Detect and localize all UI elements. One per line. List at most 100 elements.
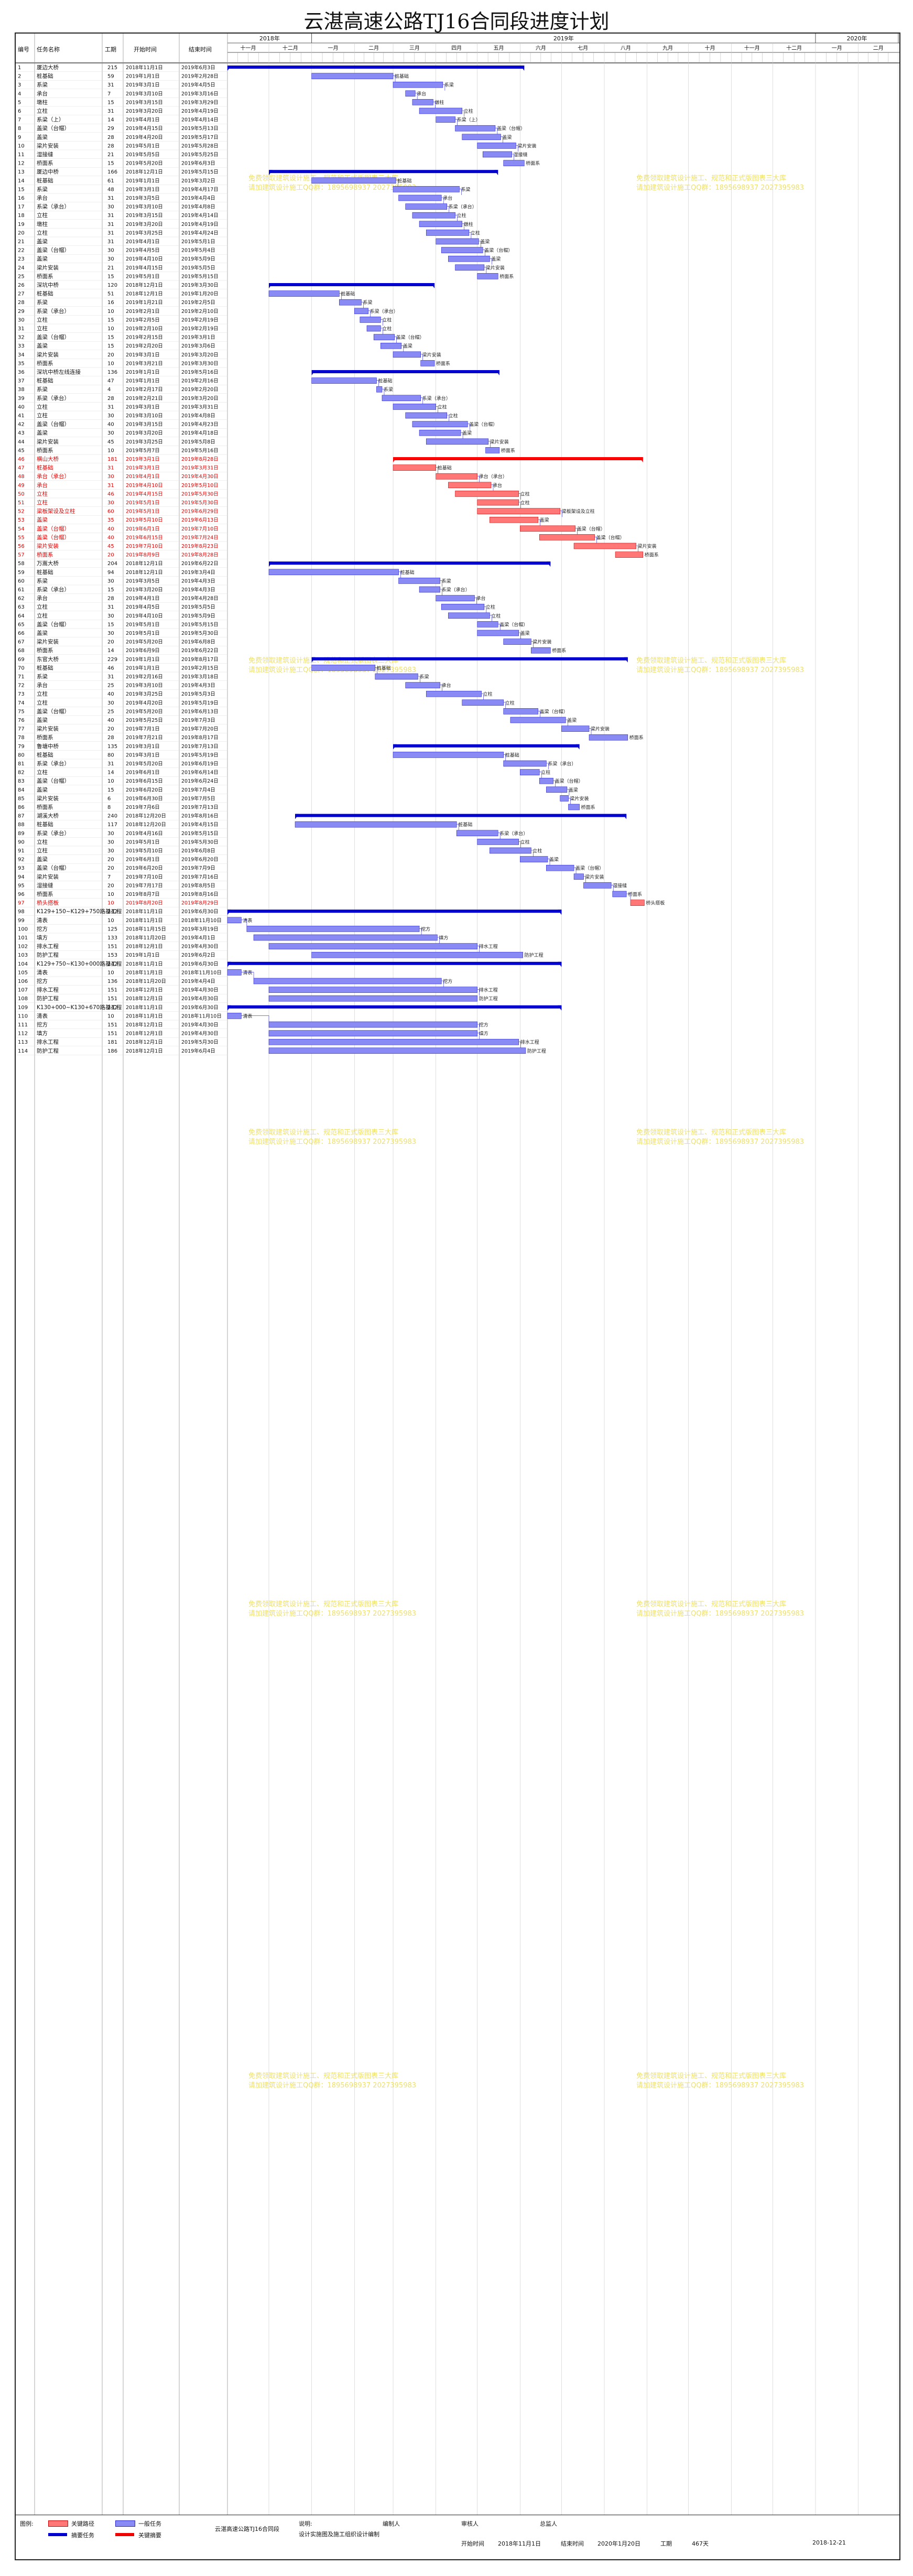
task-id: 89 [18,831,25,837]
summary-bar-start-cap [227,910,231,915]
task-bar [375,673,418,680]
summary-bar-end-cap [623,814,627,819]
task-start: 2019年3月1日 [126,186,160,192]
dependency-arrow [479,241,481,247]
task-duration: 30 [107,256,114,262]
task-bar-label: 立柱 [486,604,495,610]
task-id: 64 [18,613,25,619]
task-bar-label: 清表 [243,969,252,976]
task-start: 2019年5月1日 [126,143,160,149]
task-finish: 2019年3月20日 [181,352,219,358]
task-duration: 60 [107,509,114,515]
task-bar [477,621,498,627]
task-finish: 2019年8月17日 [181,656,219,663]
task-duration: 125 [107,926,117,932]
task-id: 109 [18,1005,28,1011]
dependency-arrow [398,571,401,578]
task-bar [561,726,590,732]
task-duration: 30 [107,578,114,584]
task-id: 71 [18,674,25,680]
task-id: 34 [18,352,25,358]
task-bar [589,734,628,741]
task-start: 2019年1月1日 [126,952,160,958]
task-id: 8 [18,126,21,132]
task-finish: 2019年7月20日 [181,726,219,732]
watermark-text: 请加建筑设计施工QQ群：1895698937 2027395983 [636,2081,804,2090]
task-start: 2018年11月15日 [126,926,166,932]
task-start: 2019年5月1日 [126,839,160,845]
task-duration: 30 [107,500,114,506]
task-id: 59 [18,570,25,576]
task-start: 2019年4月1日 [126,473,160,480]
month-label: 一月 [328,45,338,51]
task-start: 2018年12月1日 [126,995,163,1002]
task-start: 2018年12月20日 [126,813,166,819]
dependency-arrow [401,345,404,352]
task-bar-label: 盖梁 [569,787,578,793]
task-id: 54 [18,526,25,532]
summary-bar-end-cap [495,370,499,375]
task-bar-label: 桩基础 [400,569,415,576]
task-start: 2019年4月1日 [126,117,160,123]
task-finish: 2019年5月28日 [181,143,219,149]
month-label: 二月 [368,45,379,51]
task-finish: 2019年6月8日 [181,848,215,854]
task-bar [546,864,574,871]
task-finish: 2019年6月4日 [181,1048,215,1054]
task-start: 2019年2月10日 [126,326,163,332]
dependency-arrow [518,502,521,508]
task-bar-label: 承台 [476,596,485,602]
dependency-arrow [455,119,458,126]
task-bar [393,351,421,358]
task-bar [268,1047,526,1054]
task-name: 桩基础 [37,821,53,828]
legend-critical-summary-label: 关键摘要 [138,2532,161,2539]
dependency-arrow [441,980,444,987]
task-bar [268,569,399,576]
task-id: 16 [18,196,25,201]
task-bar-label: 系梁（承台） [548,761,576,767]
task-duration: 21 [107,152,114,158]
task-bar-label: 系梁 [442,578,451,584]
task-duration: 151 [107,944,117,950]
task-id: 77 [18,727,25,732]
task-id: 1 [18,65,21,71]
task-finish: 2019年2月20日 [181,386,219,393]
task-start: 2019年7月6日 [126,804,160,810]
summary-bar [393,744,580,748]
task-start: 2019年3月15日 [126,99,163,105]
task-finish: 2019年2月16日 [181,378,219,384]
task-name: 湿接缝 [37,882,53,889]
task-duration: 20 [107,727,114,732]
task-bar-label: 承台 [493,482,502,489]
task-name: 系梁（承台） [37,760,70,767]
task-bar-label: 湿接缝 [514,151,528,158]
legend-critical-label: 关键路径 [71,2520,94,2527]
task-bar [393,464,436,471]
task-finish: 2019年5月5日 [181,265,215,271]
task-duration: 229 [107,657,117,663]
task-bar-label: 桥面系 [552,647,566,654]
task-name: 桥面系 [37,273,53,279]
task-bar-label: 挖方 [443,978,452,984]
task-name: 梁片安装 [37,638,59,645]
task-id: 32 [18,335,25,341]
task-bar-label: 立柱 [520,491,530,497]
task-duration: 15 [107,787,114,793]
task-start: 2019年7月17日 [126,882,163,889]
task-bar-label: 盖梁 [520,630,530,636]
task-name: 填方 [37,934,48,941]
summary-bar-start-cap [227,66,231,71]
footer: 图例: 关键路径 摘要任务 一般任务 关键摘要 云湛高速公路TJ16合同段 说明… [16,2515,899,2559]
task-bar [253,934,438,941]
task-bar-label: 桥面系 [581,804,595,810]
task-id: 104 [18,961,28,967]
task-name: 立柱 [37,107,48,114]
dependency-arrow [459,189,462,195]
task-id: 30 [18,317,25,323]
task-name: 盖梁 [37,856,48,863]
task-bar-label: 填方 [479,1031,488,1037]
task-start: 2018年12月1日 [126,1039,163,1045]
task-name: 桥面系 [37,647,53,654]
task-duration: 10 [107,326,114,332]
